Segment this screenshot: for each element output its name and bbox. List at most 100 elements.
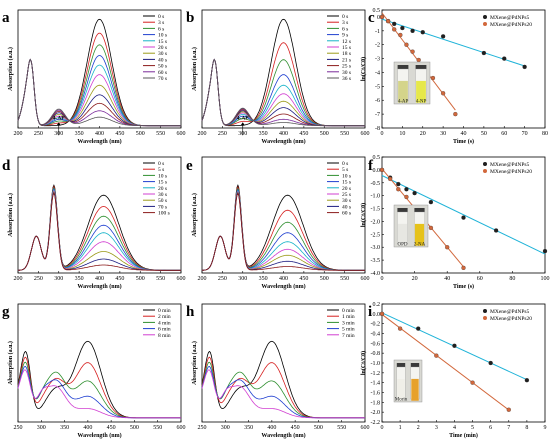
data-point bbox=[379, 167, 385, 173]
series-line bbox=[202, 190, 365, 271]
legend-label: 36 s bbox=[342, 76, 351, 82]
series-line bbox=[18, 187, 181, 271]
legend-label: MXene@PdNPs5 bbox=[490, 309, 530, 315]
series-line bbox=[18, 190, 181, 271]
legend-marker bbox=[483, 22, 487, 26]
x-tick-label: 600 bbox=[177, 276, 186, 282]
x-tick-label: 200 bbox=[14, 276, 23, 282]
y-axis-label: Absorption (a.u.) bbox=[7, 193, 14, 237]
legend-label: 2 min bbox=[158, 314, 171, 320]
y-tick-label: -3.0 bbox=[371, 245, 381, 251]
data-point bbox=[524, 378, 530, 383]
x-tick-label: 550 bbox=[156, 276, 165, 282]
x-tick-label: 200 bbox=[198, 276, 207, 282]
data-point bbox=[416, 326, 421, 331]
legend-label: 0 min bbox=[158, 308, 171, 314]
vial-liquid bbox=[398, 80, 408, 103]
data-point bbox=[379, 311, 385, 316]
legend-label: 30 s bbox=[158, 192, 167, 198]
series-line bbox=[17, 58, 181, 127]
data-point bbox=[412, 190, 417, 196]
data-point bbox=[506, 407, 511, 412]
panel-letter: h bbox=[186, 304, 195, 320]
x-tick-label: 600 bbox=[361, 131, 370, 137]
series-line bbox=[202, 187, 365, 271]
y-tick-label: -0.8 bbox=[371, 351, 381, 357]
vial-photo: Morin bbox=[393, 359, 423, 403]
panel-c: 0 10 20 30 40 50 60 70 800.50-1-2-3-4-5-6-7-8Tim… bbox=[360, 8, 548, 145]
legend-label: 21 s bbox=[342, 57, 351, 63]
legend-marker bbox=[483, 309, 487, 313]
legend-label: 0 s bbox=[342, 14, 348, 20]
y-axis-label: ln(Ct/C0) bbox=[360, 351, 367, 375]
legend-label: 70 s bbox=[158, 204, 167, 210]
plot-frame bbox=[201, 303, 366, 423]
y-tick-label: 0.0 bbox=[373, 168, 381, 174]
x-tick-label: 300 bbox=[221, 425, 230, 431]
series-line bbox=[201, 58, 365, 127]
x-tick-label: 80 bbox=[542, 131, 548, 137]
legend-label: 30 s bbox=[158, 51, 167, 57]
legend-label: 6 s bbox=[158, 26, 164, 32]
x-axis-label: Time (s) bbox=[453, 283, 474, 290]
data-point bbox=[400, 25, 405, 31]
y-tick-label: -1.2 bbox=[371, 371, 381, 377]
data-point bbox=[430, 75, 436, 81]
x-tick-label: 60 bbox=[501, 131, 507, 137]
x-tick-label: 7 bbox=[507, 425, 510, 431]
series-line bbox=[201, 18, 365, 127]
series-line bbox=[18, 186, 181, 271]
x-tick-label: 0 bbox=[381, 131, 384, 137]
series-line bbox=[201, 42, 365, 127]
y-tick-label: -0.2 bbox=[371, 322, 381, 328]
x-tick-label: 450 bbox=[299, 131, 308, 137]
y-tick-label: 0 bbox=[377, 15, 380, 21]
plot-frame bbox=[201, 9, 366, 129]
vial-cap bbox=[397, 65, 409, 69]
data-point bbox=[416, 57, 421, 63]
x-tick-label: 250 bbox=[218, 131, 227, 137]
legend-label: 3 s bbox=[158, 20, 164, 26]
y-tick-label: -8 bbox=[375, 126, 380, 132]
legend-label: 15 s bbox=[158, 39, 167, 45]
vial-liquid bbox=[397, 223, 408, 246]
x-tick-label: 600 bbox=[361, 425, 370, 431]
panel-d: 200 250 300 350 400 450 500 550 600 Wavelength (n… bbox=[7, 156, 186, 290]
x-tick-label: 60 bbox=[477, 276, 483, 282]
y-tick-label: -2.2 bbox=[371, 420, 381, 426]
legend-label: 10 s bbox=[158, 33, 167, 39]
legend-label: 20 s bbox=[158, 45, 167, 51]
y-tick-label: -3 bbox=[375, 57, 380, 63]
x-tick-label: 500 bbox=[320, 276, 329, 282]
panel-i: 0 1 2 3 4 5 6 7 8 9 0.2 0.0 -0.2 -0.4 -0.6 -0.8 -1.0 -1.2… bbox=[360, 302, 547, 439]
x-tick-label: 350 bbox=[60, 425, 69, 431]
series-line bbox=[18, 185, 181, 271]
x-tick-label: 300 bbox=[238, 276, 247, 282]
data-point bbox=[420, 30, 425, 35]
legend-label: 9 s bbox=[342, 33, 348, 39]
legend-label: MXene@PdNPs20 bbox=[490, 22, 532, 28]
y-tick-label: -2 bbox=[375, 43, 380, 49]
series-line bbox=[17, 58, 181, 127]
legend-label: 10 s bbox=[342, 173, 351, 179]
series-line bbox=[201, 369, 365, 419]
y-axis-label: Absorption (a.u.) bbox=[191, 341, 198, 385]
series-line bbox=[17, 18, 181, 127]
vial-cap bbox=[397, 208, 408, 212]
legend-label: 40 s bbox=[158, 57, 167, 63]
legend-label: 30 s bbox=[342, 70, 351, 76]
panel-f: 0 20 40 60 80 100 0.5 0.0 -0.5 -1.0 -1.5 -2.0 -2.5 -3… bbox=[360, 155, 550, 290]
annotation-arrow-head bbox=[240, 122, 245, 126]
data-point bbox=[461, 265, 466, 270]
y-tick-label: -1.0 bbox=[371, 194, 381, 200]
legend-label: 5 min bbox=[342, 327, 355, 333]
series-line bbox=[18, 192, 181, 271]
legend-label: 0 min bbox=[342, 308, 355, 314]
series-line bbox=[202, 184, 365, 271]
data-point bbox=[397, 326, 403, 331]
y-tick-label: 0.2 bbox=[373, 302, 381, 308]
y-axis-label: Absorption (a.u.) bbox=[7, 47, 14, 91]
x-tick-label: 550 bbox=[337, 425, 346, 431]
x-tick-label: 450 bbox=[107, 425, 116, 431]
series-line bbox=[17, 54, 181, 127]
